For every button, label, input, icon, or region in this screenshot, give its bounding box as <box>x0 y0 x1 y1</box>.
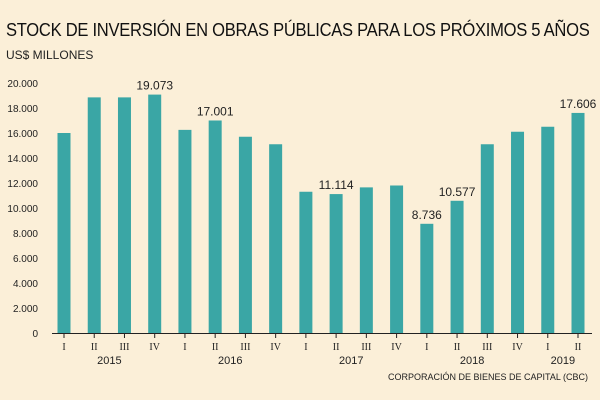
x-tick-label: III <box>119 342 129 353</box>
y-tick-label: 0 <box>32 329 38 340</box>
bar <box>148 94 162 334</box>
y-tick-label: 2.000 <box>13 304 38 315</box>
y-tick-label: 12.000 <box>7 179 38 190</box>
bar <box>390 185 404 333</box>
data-label: 17.606 <box>560 97 597 111</box>
y-tick-label: 6.000 <box>13 254 38 265</box>
x-tick-label: III <box>482 342 492 353</box>
data-label: 17.001 <box>197 104 234 118</box>
y-tick-label: 20.000 <box>7 79 38 90</box>
x-tick-label: III <box>361 342 371 353</box>
bar <box>511 131 525 333</box>
bar <box>269 144 283 333</box>
bar <box>238 136 252 333</box>
x-tick-label: II <box>333 342 340 353</box>
y-tick-label: 4.000 <box>13 279 38 290</box>
data-label: 11.114 <box>319 178 354 192</box>
x-tick-label: I <box>183 342 186 353</box>
x-tick-label: II <box>91 342 98 353</box>
bar <box>541 126 555 333</box>
y-tick-label: 18.000 <box>7 104 38 115</box>
y-axis-unit-label: US$ MILLONES <box>6 48 94 62</box>
bar <box>57 133 71 333</box>
x-tick-label: I <box>62 342 65 353</box>
bar <box>117 97 131 333</box>
bar <box>480 144 494 333</box>
x-tick-label: II <box>212 342 219 353</box>
source-note: CORPORACIÓN DE BIENES DE CAPITAL (CBC) <box>387 372 588 382</box>
x-tick-label: IV <box>391 342 402 353</box>
x-tick-label: IV <box>149 342 160 353</box>
year-label: 2015 <box>97 355 121 367</box>
bar <box>329 194 343 333</box>
chart-title: STOCK DE INVERSIÓN EN OBRAS PÚBLICAS PAR… <box>6 20 590 40</box>
y-tick-label: 14.000 <box>7 154 38 165</box>
y-tick-label: 10.000 <box>7 204 38 215</box>
bar <box>299 191 313 333</box>
bar <box>571 112 585 333</box>
x-tick-label: I <box>546 342 549 353</box>
data-label: 10.577 <box>439 185 476 199</box>
x-tick-label: II <box>454 342 461 353</box>
year-label: 2019 <box>551 355 575 367</box>
bar <box>450 200 464 333</box>
year-label: 2016 <box>218 355 242 367</box>
bar <box>87 97 101 333</box>
year-label: 2017 <box>339 355 363 367</box>
x-tick-label: II <box>575 342 582 353</box>
y-tick-label: 8.000 <box>13 229 38 240</box>
bar <box>178 129 192 333</box>
bar <box>208 120 222 333</box>
x-tick-label: I <box>304 342 307 353</box>
bar <box>359 187 373 333</box>
x-tick-label: III <box>240 342 250 353</box>
x-tick-label: I <box>425 342 428 353</box>
year-label: 2018 <box>460 355 484 367</box>
x-tick-label: IV <box>270 342 281 353</box>
x-tick-label: IV <box>512 342 523 353</box>
data-label: 19.073 <box>136 79 173 93</box>
data-label: 8.736 <box>412 208 442 222</box>
bar <box>420 223 434 333</box>
y-tick-label: 16.000 <box>7 129 38 140</box>
